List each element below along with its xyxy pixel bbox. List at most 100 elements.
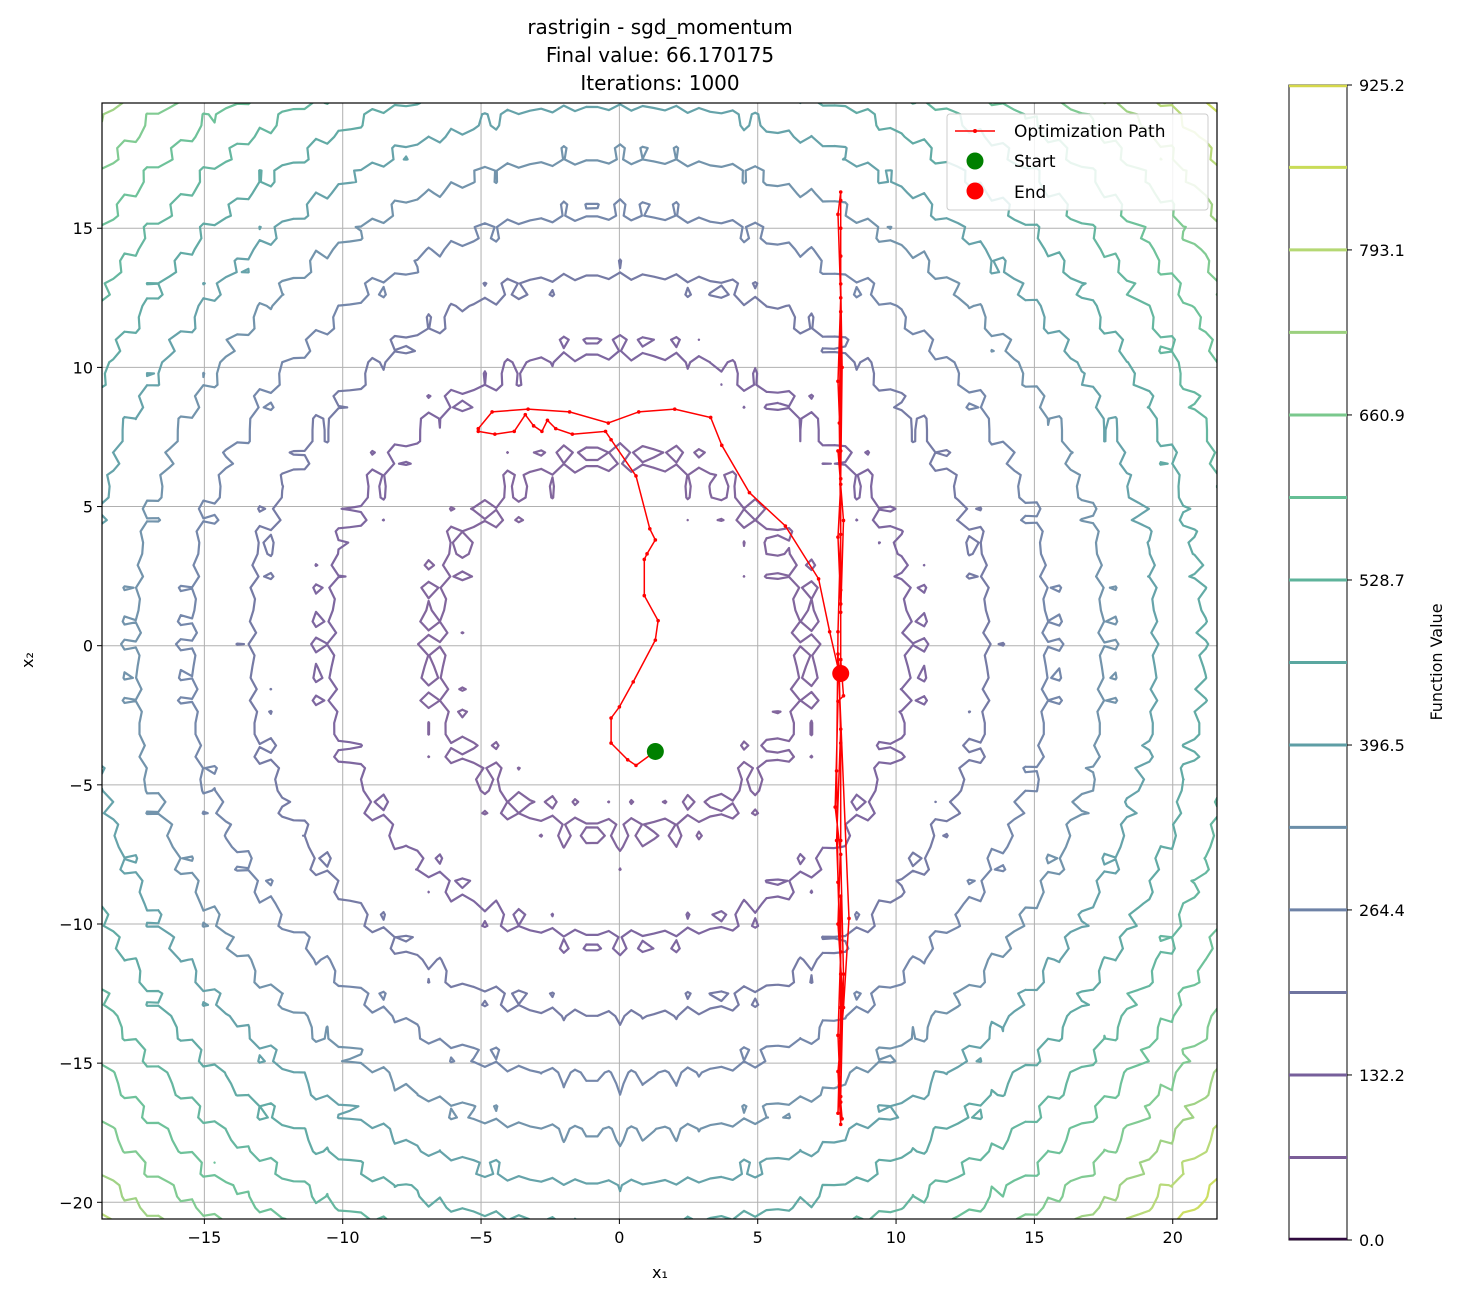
path-point <box>490 410 494 414</box>
x-tick-label: −5 <box>469 1228 493 1247</box>
path-point <box>838 351 843 356</box>
x-tick-label: 20 <box>1163 1228 1183 1247</box>
path-point <box>834 769 839 773</box>
path-point <box>834 838 839 843</box>
path-point <box>838 1036 843 1040</box>
path-line <box>477 192 850 1125</box>
path-point <box>634 763 638 768</box>
path-point <box>631 680 636 684</box>
colorbar-tick-label: 264.4 <box>1359 901 1405 920</box>
contour-level-line <box>235 258 1006 1026</box>
colorbar: 0.0 132.2 264.4 396.5 528.7 660.9 793.1 925.2 F… <box>1288 76 1446 1250</box>
contour-level-line <box>102 103 1217 1219</box>
path-point <box>642 593 647 598</box>
path-point <box>617 705 622 709</box>
x-tick-label: 0 <box>614 1228 624 1247</box>
y-tick-label: 5 <box>83 498 93 517</box>
path-point <box>847 916 851 921</box>
colorbar-level-lines <box>1289 84 1347 1241</box>
path-point <box>836 1069 840 1074</box>
path-point <box>645 552 649 556</box>
path-point <box>531 424 536 428</box>
contour-level-line <box>102 103 1160 1193</box>
colorbar-ticks: 0.0 132.2 264.4 396.5 528.7 660.9 793.1 925.2 <box>1347 76 1405 1250</box>
path-point <box>833 805 837 809</box>
path-point <box>603 429 608 434</box>
path-point <box>841 1005 846 1010</box>
x-axis-label: x₁ <box>652 1263 668 1282</box>
y-axis-ticks: 15 10 5 0 −5 −10 −15 −20 <box>59 219 102 1212</box>
path-point <box>493 432 497 436</box>
colorbar-tick-label: 0.0 <box>1359 1231 1384 1250</box>
path-point <box>634 474 638 478</box>
path-point <box>838 254 843 258</box>
contour-level-line <box>102 103 1217 1219</box>
contour-level-line <box>1176 103 1217 1219</box>
y-tick-label: −20 <box>59 1193 93 1212</box>
chart-title-line-1: rastrigin - sgd_momentum <box>527 15 792 39</box>
path-point <box>606 421 611 425</box>
path-point <box>838 190 843 194</box>
path-point <box>836 652 840 656</box>
path-point <box>841 518 846 523</box>
contour-level-line <box>310 334 930 957</box>
path-point <box>523 412 528 417</box>
legend-start-marker <box>966 152 984 170</box>
y-tick-label: 10 <box>73 358 93 377</box>
grid-lines <box>102 103 1217 1219</box>
path-point <box>476 426 481 431</box>
path-point <box>836 880 840 885</box>
path-point <box>838 1100 843 1104</box>
path-point <box>609 741 613 745</box>
x-tick-label: −15 <box>187 1228 221 1247</box>
path-point <box>827 629 832 634</box>
path-point <box>838 198 843 203</box>
optimization-path <box>476 190 851 1127</box>
path-point <box>553 426 558 431</box>
path-point <box>838 602 843 606</box>
contour-level-line <box>102 103 1217 1219</box>
colorbar-label: Function Value <box>1427 603 1446 720</box>
path-point <box>841 693 846 698</box>
contour-level-line <box>174 198 1065 1096</box>
path-point <box>836 629 840 634</box>
contour-level-line <box>102 103 1217 1219</box>
x-tick-label: 15 <box>1024 1228 1044 1247</box>
path-point <box>840 365 844 370</box>
path-point <box>838 610 843 615</box>
path-point <box>837 1083 842 1088</box>
y-tick-label: 0 <box>83 637 93 656</box>
path-point <box>570 432 575 436</box>
colorbar-tick-label: 528.7 <box>1359 571 1405 590</box>
path-point <box>838 476 843 481</box>
path-point <box>838 309 843 314</box>
path-point <box>653 638 658 642</box>
colorbar-tick-label: 396.5 <box>1359 736 1405 755</box>
path-point <box>838 838 843 843</box>
y-tick-label: −10 <box>59 915 93 934</box>
path-point <box>838 449 843 453</box>
path-point <box>545 418 550 423</box>
path-point <box>656 618 660 623</box>
colorbar-tick-label: 660.9 <box>1359 406 1405 425</box>
path-point <box>838 282 843 286</box>
path-point <box>838 727 843 731</box>
y-tick-label: −5 <box>69 776 93 795</box>
path-point <box>838 950 843 954</box>
path-point <box>476 429 481 434</box>
colorbar-tick-label: 793.1 <box>1359 241 1405 260</box>
legend-end-marker <box>966 182 984 200</box>
legend-entry-path: Optimization Path <box>1014 122 1166 142</box>
path-point <box>838 296 843 300</box>
path-point <box>512 429 517 434</box>
path-point <box>838 588 843 592</box>
path-point <box>708 415 713 420</box>
end-marker <box>832 665 850 683</box>
path-point <box>526 407 530 411</box>
path-point <box>836 535 840 539</box>
path-point <box>836 212 840 217</box>
path-point <box>625 757 630 762</box>
path-point <box>838 1122 843 1127</box>
path-point <box>836 1111 840 1116</box>
